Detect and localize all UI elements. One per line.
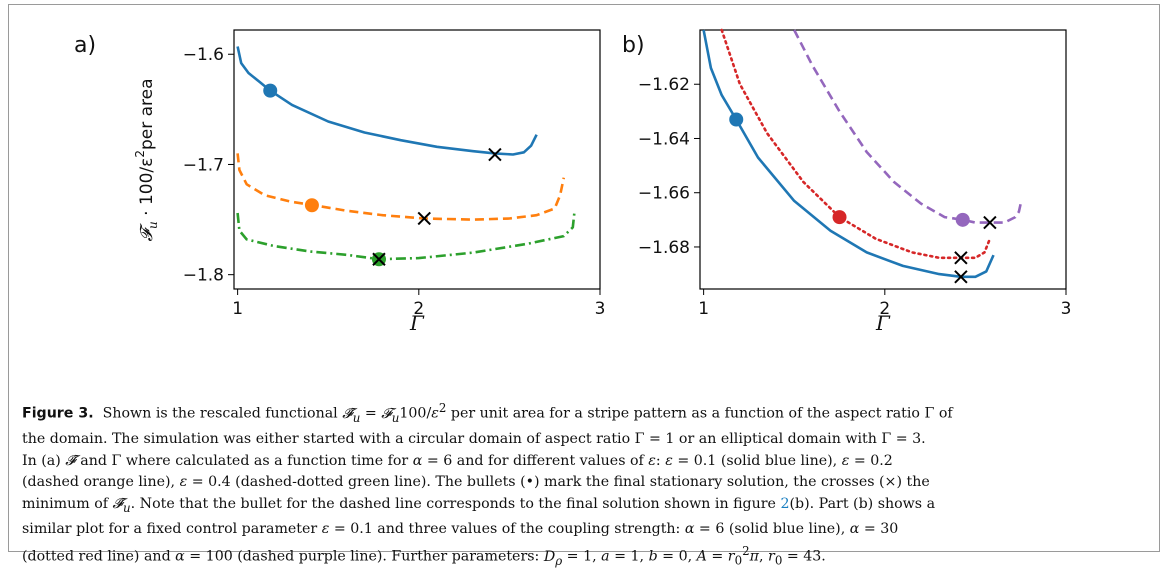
y-label-middle: · 100/ε	[137, 158, 157, 222]
final-solution-bullet	[832, 210, 847, 225]
panel-a-y-label: 𝓕u · 100/ε2per area	[133, 78, 160, 241]
figure-caption: Figure 3. Shown is the rescaled function…	[22, 398, 1142, 572]
y-label-subscript: u	[146, 221, 160, 229]
y-tick-label: −1.62	[638, 75, 690, 95]
panel-a-series	[236, 46, 576, 267]
final-solution-bullet	[263, 83, 278, 98]
series-line	[702, 29, 995, 279]
x-tick-label: 3	[595, 299, 606, 319]
panel-b-y-ticks: −1.62 −1.64 −1.66 −1.68	[638, 75, 700, 258]
final-solution-bullet	[729, 112, 744, 127]
y-tick-label: −1.8	[183, 266, 224, 286]
svg-text:𝓕u · 100/ε2per area: 𝓕u · 100/ε2per area	[133, 78, 160, 241]
minimum-cross-marker	[417, 211, 431, 226]
caption-line: the domain. The simulation was either st…	[22, 431, 926, 448]
series-line	[720, 28, 992, 260]
caption-line: Figure 3. Shown is the rescaled function…	[22, 401, 953, 425]
minimum-cross-marker	[954, 251, 968, 265]
y-tick-label: −1.66	[638, 184, 690, 204]
panel-a-x-label: Γ	[409, 311, 425, 335]
cross-stroke	[417, 211, 431, 226]
caption-line: In (a) 𝓕̃ and Γ where calculated as a fu…	[22, 452, 893, 469]
caption-line: (dashed orange line), ε = 0.4 (dashed-do…	[22, 474, 930, 491]
series-line	[236, 46, 538, 156]
series-line	[793, 29, 1022, 224]
final-solution-bullet	[955, 212, 970, 227]
cross-stroke	[983, 215, 997, 230]
caption-line: similar plot for a fixed control paramet…	[22, 521, 899, 538]
y-tick-label: −1.64	[638, 129, 690, 149]
caption-line: minimum of 𝓕̃u. Note that the bullet for…	[22, 495, 936, 515]
x-tick-label: 1	[232, 299, 243, 319]
y-label-superscript: 2	[133, 150, 147, 158]
panel-b-x-label: Γ	[875, 311, 891, 335]
minimum-cross-marker	[372, 252, 386, 266]
cross-stroke	[488, 147, 502, 162]
cross-stroke	[954, 270, 968, 284]
panel-a-x-ticks: 1 2 3	[232, 289, 605, 319]
panel-b-series	[702, 28, 1022, 284]
y-label-tail: per area	[137, 78, 157, 150]
y-tick-label: −1.7	[183, 155, 224, 175]
minimum-cross-marker	[983, 215, 997, 230]
panel-a-axes	[233, 29, 601, 290]
figure-frame	[8, 4, 1160, 552]
y-tick-label: −1.68	[638, 238, 690, 258]
panel-a: a) 1 2 3 −1.6 −1.7 −1.8 Γ 𝓕u · 100/ε2per are…	[74, 29, 605, 335]
panel-b: b) 1 2 3 −1.62 −1.64 −1.66 −1.68 Γ	[622, 28, 1071, 335]
figure-3: a) 1 2 3 −1.6 −1.7 −1.8 Γ 𝓕u · 100/ε2per are…	[74, 28, 1071, 335]
panel-a-y-ticks: −1.6 −1.7 −1.8	[183, 45, 234, 286]
x-tick-label: 2	[413, 299, 424, 319]
panel-b-x-ticks: 1 2 3	[698, 289, 1071, 319]
minimum-cross-marker	[488, 147, 502, 162]
minimum-cross-marker	[954, 270, 968, 284]
panel-b-axes	[699, 29, 1067, 290]
x-tick-label: 2	[879, 299, 890, 319]
cross-stroke	[372, 252, 386, 266]
cross-stroke	[954, 251, 968, 265]
panel-a-label: a)	[74, 33, 96, 58]
series-line	[236, 153, 566, 221]
y-tick-label: −1.6	[183, 45, 224, 65]
final-solution-bullet	[304, 198, 319, 213]
panel-b-label: b)	[622, 33, 645, 58]
caption-line: (dotted red line) and α = 100 (dashed pu…	[22, 543, 826, 568]
x-tick-label: 1	[698, 299, 709, 319]
x-tick-label: 3	[1061, 299, 1072, 319]
